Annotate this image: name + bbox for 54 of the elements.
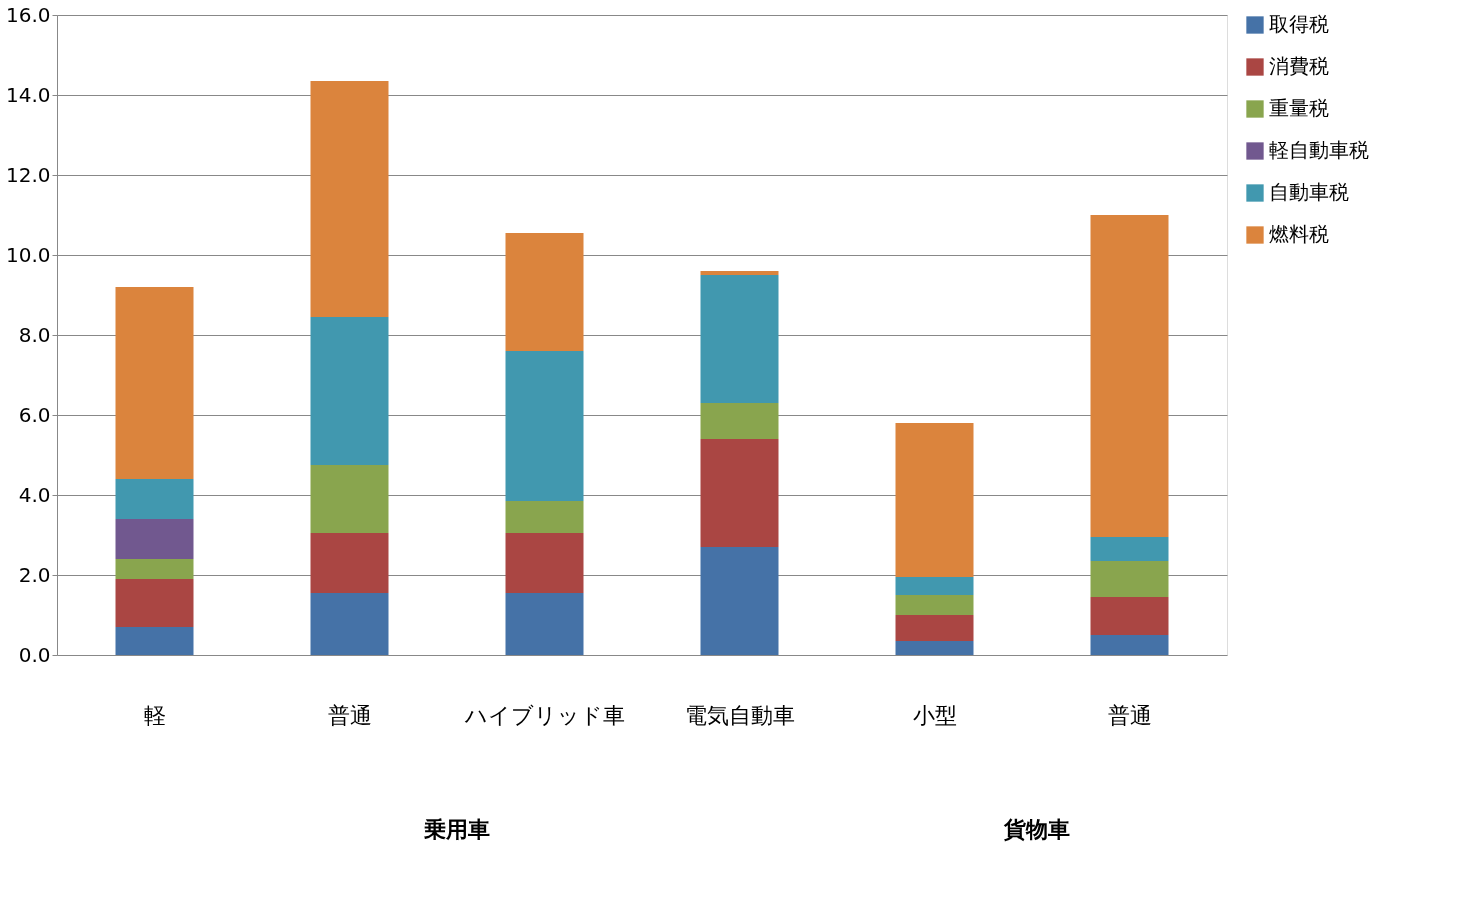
y-tick-label: 8.0	[18, 322, 51, 347]
bar	[310, 81, 389, 317]
bar	[115, 559, 194, 579]
y-tick-label: 2.0	[18, 562, 51, 587]
bar	[115, 287, 194, 479]
bar	[1090, 561, 1169, 597]
bar	[1090, 537, 1169, 561]
bar	[700, 547, 779, 655]
legend-label: 自動車税	[1269, 180, 1349, 204]
legend-label: 軽自動車税	[1269, 138, 1369, 162]
bar	[895, 595, 974, 615]
bar	[505, 351, 584, 501]
y-tick-label: 10.0	[5, 242, 51, 267]
x-tick-label: 普通	[1107, 702, 1152, 728]
bar	[700, 271, 779, 275]
bar	[895, 577, 974, 595]
bar	[310, 465, 389, 533]
bar	[115, 627, 194, 655]
legend-label: 取得税	[1269, 12, 1329, 36]
x-tick-label: 小型	[912, 702, 957, 728]
text: 乗用車	[423, 817, 490, 842]
bar	[115, 479, 194, 519]
bar	[1090, 635, 1169, 655]
bar	[505, 501, 584, 533]
x-tick-label: 電気自動車	[684, 702, 795, 728]
bar	[1090, 597, 1169, 635]
bar	[700, 275, 779, 403]
bar	[505, 593, 584, 655]
bar	[505, 233, 584, 351]
y-tick-label: 16.0	[5, 2, 51, 27]
bar	[505, 533, 584, 593]
bar	[310, 533, 389, 593]
x-tick-label: 軽	[143, 702, 166, 728]
bar	[115, 579, 194, 627]
bar	[895, 423, 974, 577]
y-tick-label: 14.0	[5, 82, 51, 107]
y-tick-label: 0.0	[18, 642, 51, 667]
x-tick-label: ハイブリッド車	[463, 702, 625, 728]
bar	[895, 615, 974, 641]
bar	[700, 403, 779, 439]
x-tick-label: 普通	[327, 702, 372, 728]
bar	[1090, 215, 1169, 537]
bar	[115, 519, 194, 559]
y-tick-label: 12.0	[5, 162, 51, 187]
legend-label: 重量税	[1269, 96, 1329, 120]
y-tick-label: 6.0	[18, 402, 51, 427]
bar	[700, 439, 779, 547]
text: 貨物車	[1003, 817, 1070, 842]
bar	[310, 593, 389, 655]
legend-label: 消費税	[1269, 54, 1329, 78]
bar	[895, 641, 974, 655]
legend-label: 燃料税	[1269, 222, 1329, 246]
y-tick-label: 4.0	[18, 482, 51, 507]
bar	[310, 317, 389, 465]
